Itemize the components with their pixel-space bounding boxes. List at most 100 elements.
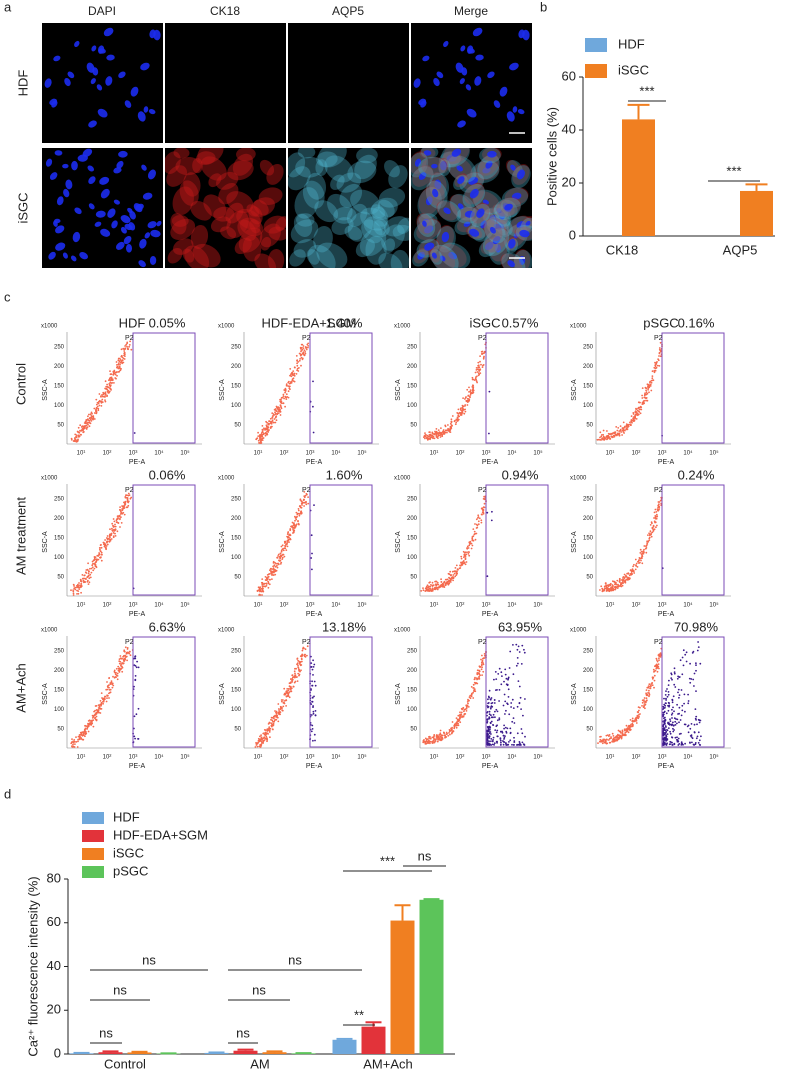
event xyxy=(635,408,637,410)
event xyxy=(115,674,117,676)
event xyxy=(87,424,89,426)
event xyxy=(304,349,306,351)
gated-event xyxy=(503,744,505,746)
error-bar xyxy=(132,1052,148,1053)
legend-label: iSGC xyxy=(113,845,144,860)
event xyxy=(97,555,99,557)
gated-event xyxy=(134,432,136,434)
gate-label: P2 xyxy=(478,639,487,646)
gated-event xyxy=(500,671,502,673)
event xyxy=(653,379,655,381)
event xyxy=(461,558,463,560)
gated-event xyxy=(672,701,674,703)
y-tick-label: 100 xyxy=(54,403,65,409)
event xyxy=(262,587,264,589)
gated-event xyxy=(523,649,525,651)
event xyxy=(281,550,283,552)
event xyxy=(95,566,97,568)
event xyxy=(78,736,80,738)
y-tick-label: 50 xyxy=(410,727,417,733)
gated-event xyxy=(509,667,511,669)
x-axis-label: PE-A xyxy=(482,459,499,466)
event xyxy=(127,348,129,350)
event xyxy=(77,741,79,743)
event xyxy=(644,697,646,699)
event xyxy=(646,700,648,702)
gated-event xyxy=(678,689,680,691)
y-tick-label: 100 xyxy=(407,707,418,713)
event xyxy=(599,589,601,591)
gated-event xyxy=(310,557,312,559)
gated-event xyxy=(689,678,691,680)
event xyxy=(660,500,662,502)
event xyxy=(442,586,444,588)
event xyxy=(106,545,108,547)
event xyxy=(119,671,121,673)
event xyxy=(634,416,636,418)
gated-event xyxy=(669,743,671,745)
event xyxy=(614,740,616,742)
row-label: Control xyxy=(13,363,28,405)
event xyxy=(614,736,616,738)
event xyxy=(618,730,620,732)
event xyxy=(650,390,652,392)
event xyxy=(643,706,645,708)
event xyxy=(450,728,452,730)
event xyxy=(112,374,114,376)
gated-event xyxy=(667,696,669,698)
gated-event xyxy=(133,736,135,738)
event xyxy=(621,579,623,581)
x-axis-label: PE-A xyxy=(482,611,499,618)
x-tick-label: 10⁴ xyxy=(154,602,164,609)
gate xyxy=(310,485,372,595)
event xyxy=(285,549,287,551)
event xyxy=(479,665,481,667)
event xyxy=(103,393,105,395)
event xyxy=(456,419,458,421)
gated-event xyxy=(313,664,315,666)
gate-label: P2 xyxy=(125,487,134,494)
event xyxy=(650,524,652,526)
gated-event xyxy=(505,674,507,676)
gated-event xyxy=(671,724,673,726)
bar xyxy=(391,921,415,1054)
event xyxy=(93,559,95,561)
event xyxy=(299,353,301,355)
event xyxy=(614,432,616,434)
gated-event xyxy=(507,703,509,705)
gated-event xyxy=(487,720,489,722)
event xyxy=(105,391,107,393)
event xyxy=(105,689,107,691)
event xyxy=(631,422,633,424)
event xyxy=(471,543,473,545)
event xyxy=(605,584,607,586)
event xyxy=(466,708,468,710)
event xyxy=(600,736,602,738)
event xyxy=(127,652,129,654)
event xyxy=(126,346,128,348)
event xyxy=(474,688,476,690)
event xyxy=(303,345,305,347)
gate-label: P2 xyxy=(654,335,663,342)
event xyxy=(116,364,118,366)
gated-event xyxy=(675,724,677,726)
y-tick-label: 250 xyxy=(54,497,65,503)
event xyxy=(631,725,633,727)
event xyxy=(301,347,303,349)
event xyxy=(463,716,465,718)
event xyxy=(284,547,286,549)
event xyxy=(101,560,103,562)
event xyxy=(423,436,425,438)
gated-event xyxy=(494,729,496,731)
x-tick-label: 10² xyxy=(632,603,641,609)
event xyxy=(632,566,634,568)
event xyxy=(266,427,268,429)
event xyxy=(612,580,614,582)
event xyxy=(617,433,619,435)
event xyxy=(465,558,467,560)
event xyxy=(276,413,278,415)
event xyxy=(640,549,642,551)
gated-event xyxy=(521,732,523,734)
gated-event xyxy=(670,672,672,674)
event xyxy=(657,505,659,507)
